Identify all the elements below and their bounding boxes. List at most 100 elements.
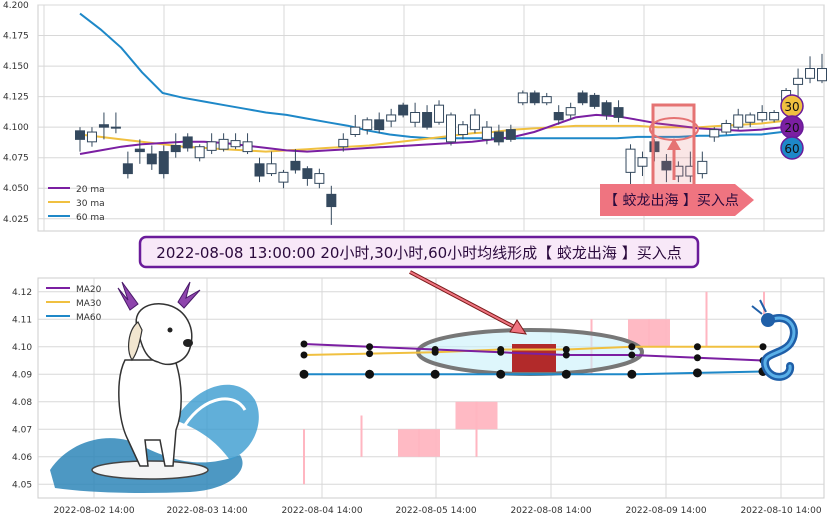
top-candle xyxy=(410,102,421,128)
top-candle xyxy=(769,110,780,123)
top-candle xyxy=(398,102,409,118)
top-candle xyxy=(422,105,433,130)
bottom-signal-candle xyxy=(512,344,556,372)
bot-ma20-line xyxy=(303,343,764,362)
top-candle xyxy=(146,145,157,170)
top-candle xyxy=(386,108,397,128)
top-candle xyxy=(230,133,241,150)
bottom-y-tick-label: 4.08 xyxy=(12,398,32,408)
top-candle xyxy=(577,90,588,106)
top-candle xyxy=(733,108,744,130)
top-candle xyxy=(218,133,229,152)
bot-ma60-point xyxy=(561,369,571,379)
bottom-x-tick-label: 2022-08-08 14:00 xyxy=(510,506,591,516)
bot-ma60-point xyxy=(430,369,440,379)
bot-ma60-point xyxy=(299,369,309,379)
bottom-y-tick-label: 4.10 xyxy=(12,343,32,353)
buy-point-arrow-label-bg xyxy=(600,184,754,216)
bottom-ma60-series xyxy=(299,367,768,379)
top-candle xyxy=(517,90,528,106)
top-candle xyxy=(613,100,624,123)
dog-surfer-illustration xyxy=(50,281,259,493)
top-legend-ma20: 20 ma xyxy=(76,185,105,195)
bot-ma30-point xyxy=(759,343,767,351)
svg-text:60: 60 xyxy=(784,142,799,156)
bot-ma20-point xyxy=(497,348,505,356)
top-candle xyxy=(134,139,145,164)
top-candle xyxy=(793,68,804,97)
ma-badge-20: 20 xyxy=(780,115,804,139)
top-ma20-series xyxy=(79,113,783,155)
top-candle xyxy=(326,185,337,225)
bottom-x-tick-label: 2022-08-03 14:00 xyxy=(166,506,247,516)
top-y-tick-label: 4.150 xyxy=(3,62,29,72)
bottom-y-tick-label: 4.12 xyxy=(12,288,32,298)
bottom-x-axis: 2022-08-02 14:00 2022-08-03 14:00 2022-08-… xyxy=(53,506,821,516)
top-candle xyxy=(182,133,193,152)
bottom-y-tick-label: 4.07 xyxy=(12,425,32,435)
signal-banner: 2022-08-08 13:00:00 20小时,30小时,60小时均线形成【 … xyxy=(138,235,700,269)
bottom-legend-ma30: MA30 xyxy=(76,299,102,309)
top-candle xyxy=(541,92,552,106)
top-y-tick-label: 4.100 xyxy=(3,123,29,133)
bottom-candle xyxy=(455,401,498,457)
top-candle xyxy=(158,145,169,179)
svg-text:20: 20 xyxy=(784,121,799,135)
top-candle xyxy=(374,112,385,134)
bottom-x-tick-label: 2022-08-04 14:00 xyxy=(281,506,362,516)
bottom-ma20-series xyxy=(300,340,767,364)
top-candle xyxy=(469,108,480,134)
top-candle xyxy=(625,144,636,189)
bottom-x-tick-label: 2022-08-10 14:00 xyxy=(740,506,821,516)
bottom-y-tick-label: 4.05 xyxy=(12,480,32,490)
top-candle xyxy=(505,124,516,142)
top-legend-ma30: 30 ma xyxy=(76,199,105,209)
bot-ma30-point xyxy=(628,343,636,351)
top-candle xyxy=(709,127,720,142)
top-y-axis: 4.200 4.175 4.150 4.125 4.100 4.075 4.050 4.025 xyxy=(3,1,29,225)
bot-ma20-point xyxy=(366,343,374,351)
top-candle xyxy=(805,56,816,84)
bottom-legend: MA20 MA30 MA60 xyxy=(46,285,102,323)
top-candle xyxy=(98,112,109,140)
banner-pointer-arrow xyxy=(409,271,521,331)
top-candle xyxy=(661,154,672,183)
top-candle xyxy=(565,102,576,120)
top-y-tick-label: 4.125 xyxy=(3,93,29,103)
buy-point-arrow-label: 【 蛟龙出海 】买入点 xyxy=(604,193,739,209)
banner-pointer-arrow-head xyxy=(509,319,527,335)
bot-ma30-point xyxy=(366,350,374,358)
top-candle xyxy=(350,114,361,137)
bottom-legend-ma60: MA60 xyxy=(76,313,102,323)
bot-ma20-point xyxy=(693,354,701,362)
top-candle xyxy=(529,90,540,106)
top-candle xyxy=(242,133,253,155)
top-y-tick-label: 4.175 xyxy=(3,32,29,42)
top-candle xyxy=(493,124,504,146)
top-candle xyxy=(290,149,301,174)
bottom-x-tick-label: 2022-08-09 14:00 xyxy=(625,506,706,516)
top-legend: 20 ma 30 ma 60 ma xyxy=(48,185,105,223)
top-candle xyxy=(697,151,708,179)
bot-ma20-point xyxy=(628,351,636,359)
bottom-x-tick-label: 2022-08-02 14:00 xyxy=(53,506,134,516)
top-candle xyxy=(122,151,133,179)
bot-ma60-point xyxy=(496,369,506,379)
bot-ma20-point xyxy=(300,340,308,348)
top-candle xyxy=(110,112,121,134)
bot-ma20-point xyxy=(562,351,570,359)
top-y-tick-label: 4.075 xyxy=(3,154,29,164)
bot-ma30-line xyxy=(303,345,763,356)
top-candle xyxy=(75,127,85,152)
signal-banner-text: 2022-08-08 13:00:00 20小时,30小时,60小时均线形成【 … xyxy=(156,244,681,262)
bot-ma60-point xyxy=(627,369,637,379)
top-candle xyxy=(637,151,648,177)
bottom-y-tick-label: 4.06 xyxy=(12,453,32,463)
top-candle xyxy=(757,105,768,123)
blue-dragon-illustration xyxy=(751,299,798,381)
bottom-y-axis: 4.12 4.11 4.10 4.09 4.08 4.07 4.06 4.05 xyxy=(12,288,32,491)
top-ma20-line xyxy=(79,113,783,155)
top-y-tick-label: 4.200 xyxy=(3,1,29,11)
top-candle xyxy=(457,121,468,140)
top-candle xyxy=(362,117,373,135)
